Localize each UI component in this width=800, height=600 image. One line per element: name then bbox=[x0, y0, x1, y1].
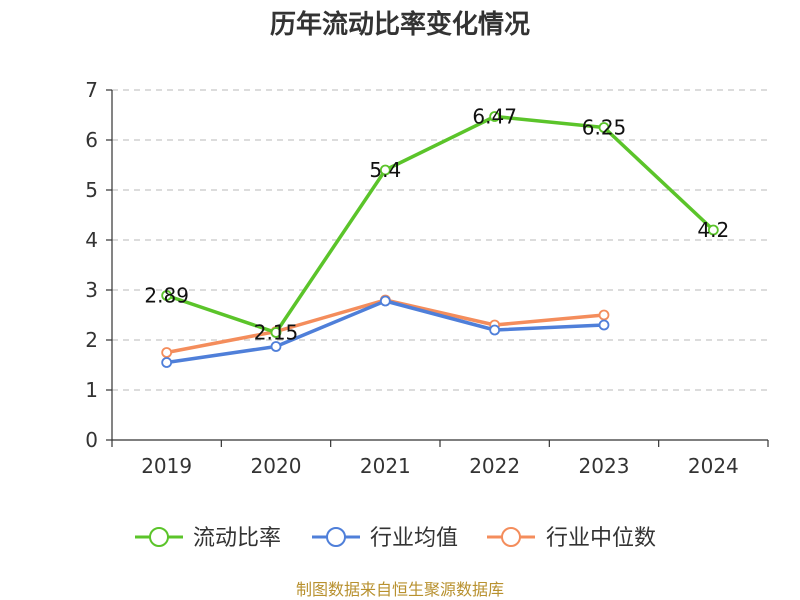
data-point bbox=[161, 347, 173, 358]
legend: 流动比率 行业均值 行业中位数 bbox=[135, 526, 656, 551]
axes: 0 1 2 3 4 5 6 7 2019 2020 2021 2022 2023 2024 bbox=[85, 78, 769, 478]
y-tick-label: 6 bbox=[85, 128, 98, 152]
data-point bbox=[598, 309, 610, 321]
x-tick-label: 2024 bbox=[688, 454, 739, 478]
x-tick-label: 2022 bbox=[469, 454, 520, 478]
legend-marker bbox=[326, 527, 346, 547]
legend-marker bbox=[501, 527, 521, 547]
legend-label: 行业均值 bbox=[370, 526, 458, 551]
data-point bbox=[707, 224, 719, 236]
data-point bbox=[270, 327, 282, 338]
x-tick-label: 2021 bbox=[360, 454, 411, 478]
data-point bbox=[161, 290, 173, 301]
y-tick-label: 2 bbox=[85, 328, 98, 352]
x-tick-label: 2020 bbox=[251, 454, 302, 478]
y-tick-label: 0 bbox=[85, 428, 98, 452]
data-point bbox=[489, 324, 501, 336]
data-label: 5.4 bbox=[369, 158, 401, 182]
y-tick-label: 7 bbox=[85, 78, 98, 102]
data-label: 4.2 bbox=[697, 218, 729, 242]
data-label: 6.25 bbox=[582, 116, 627, 140]
data-point bbox=[161, 357, 173, 368]
source-note: 制图数据来自恒生聚源数据库 bbox=[296, 580, 504, 599]
data-point bbox=[379, 164, 391, 176]
chart-title: 历年流动比率变化情况 bbox=[270, 9, 530, 40]
series-line bbox=[166, 114, 715, 335]
data-point bbox=[598, 122, 610, 133]
legend-item-2: 行业中位数 bbox=[487, 526, 656, 551]
data-point bbox=[270, 341, 282, 352]
y-tick-label: 5 bbox=[85, 178, 98, 202]
x-tick-label: 2019 bbox=[141, 454, 192, 478]
legend-label: 流动比率 bbox=[193, 526, 281, 551]
y-tick-label: 4 bbox=[85, 228, 98, 252]
data-label: 2.15 bbox=[254, 321, 299, 345]
y-tick-label: 3 bbox=[85, 278, 98, 302]
x-tick-label: 2023 bbox=[579, 454, 630, 478]
legend-item-1: 行业均值 bbox=[312, 526, 458, 551]
series-1 bbox=[161, 295, 610, 368]
series-line bbox=[166, 299, 605, 365]
legend-marker bbox=[149, 527, 169, 547]
series-0 bbox=[161, 111, 719, 338]
data-point bbox=[379, 295, 391, 307]
legend-label: 行业中位数 bbox=[546, 526, 656, 551]
data-label: 2.89 bbox=[144, 284, 189, 308]
series-layer bbox=[161, 111, 719, 368]
legend-item-0: 流动比率 bbox=[135, 526, 281, 551]
data-labels: 2.89 2.15 5.4 6.47 6.25 4.2 bbox=[144, 105, 729, 345]
data-point bbox=[489, 111, 501, 122]
y-tick-label: 1 bbox=[85, 378, 98, 402]
data-point bbox=[598, 319, 610, 331]
data-label: 6.47 bbox=[472, 105, 517, 129]
